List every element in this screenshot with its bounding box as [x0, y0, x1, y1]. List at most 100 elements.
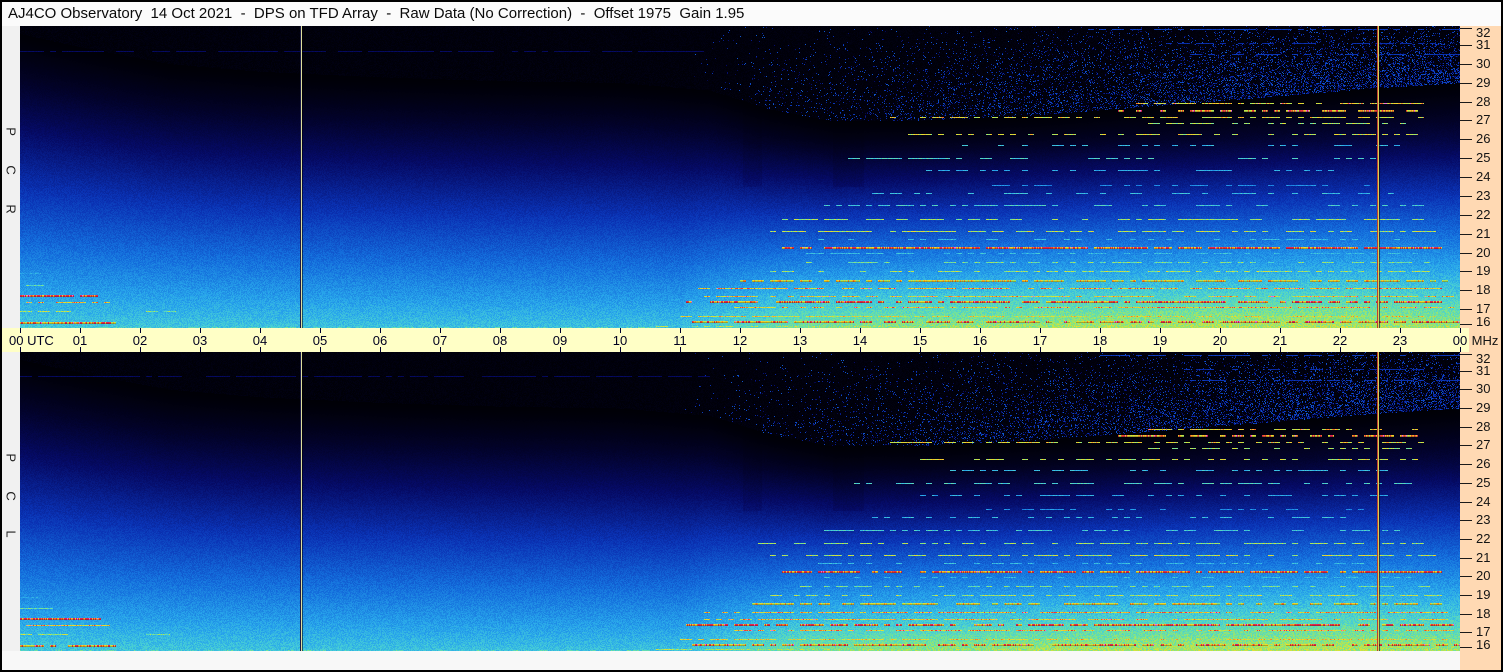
time-tick [20, 347, 21, 352]
time-tick [20, 328, 21, 333]
freq-label: 28 [1476, 93, 1491, 109]
freq-tick [1460, 647, 1472, 648]
time-label: 07 [432, 333, 448, 348]
time-axis: 00 UTC 01 02 03 04 05 06 07 08 09 10 11 12 13 14 15 16 17… [2, 328, 1469, 352]
freq-label: 30 [1476, 381, 1491, 397]
freq-tick [1460, 177, 1472, 178]
lcp-panel: P C L 32 31 30 29 28 27 26 25 24 23 22 21 20 19 18 17 16 [2, 351, 1501, 652]
time-tick [1220, 347, 1221, 352]
time-tick [620, 347, 621, 352]
rcp-polarization-label: P C R [3, 127, 19, 227]
time-tick [1040, 347, 1041, 352]
time-tick [560, 328, 561, 333]
time-label: 23 [1392, 333, 1408, 348]
time-label: 15 [912, 333, 928, 348]
bottom-margin-right [1460, 651, 1501, 670]
freq-label: 25 [1476, 150, 1491, 166]
time-label: 00 UTC [9, 333, 54, 348]
time-tick [1160, 347, 1161, 352]
time-tick [1100, 328, 1101, 333]
time-tick [1220, 328, 1221, 333]
lcp-gutter: P C L [2, 352, 20, 651]
freq-label: 28 [1476, 418, 1491, 434]
time-label: 22 [1332, 333, 1348, 348]
time-tick [1340, 347, 1341, 352]
freq-tick [1460, 594, 1472, 596]
time-tick [860, 328, 861, 333]
time-label: 13 [792, 333, 808, 348]
time-tick [1160, 328, 1161, 333]
time-tick [140, 347, 141, 352]
freq-tick [1460, 309, 1472, 311]
freq-label: 29 [1476, 400, 1491, 416]
time-label: 11 [673, 333, 687, 348]
time-label: 12 [732, 333, 748, 348]
time-tick [1400, 328, 1401, 333]
freq-tick [1460, 290, 1472, 292]
time-tick [260, 328, 261, 333]
freq-tick [1460, 120, 1472, 122]
time-label: 05 [312, 333, 328, 348]
time-label: 00 [1452, 333, 1468, 348]
time-tick [800, 347, 801, 352]
bottom-margin [2, 651, 1460, 670]
time-tick [380, 328, 381, 333]
time-tick [500, 328, 501, 333]
freq-tick [1460, 445, 1472, 447]
time-tick [920, 328, 921, 333]
freq-label: 16 [1476, 314, 1491, 329]
time-tick [920, 347, 921, 352]
time-tick [1280, 328, 1281, 333]
rcp-frequency-axis: 32 31 30 29 28 27 26 25 24 23 22 21 20 19 18 17 16 [1460, 25, 1501, 329]
freq-tick [1460, 101, 1472, 103]
lcp-polarization-label: P C L [3, 452, 19, 551]
time-label: 17 [1032, 333, 1048, 348]
time-label: 16 [972, 333, 988, 348]
freq-label: 17 [1476, 301, 1491, 317]
freq-label: 26 [1476, 131, 1491, 147]
freq-tick [1460, 613, 1472, 615]
time-label: 14 [852, 333, 868, 348]
time-tick [80, 347, 81, 352]
freq-label: 21 [1476, 225, 1491, 241]
page-title: AJ4CO Observatory 14 Oct 2021 - DPS on T… [8, 5, 745, 22]
time-label: 08 [492, 333, 508, 348]
time-tick [1280, 347, 1281, 352]
freq-tick [1460, 557, 1472, 559]
time-label: 18 [1092, 333, 1108, 348]
time-label: 09 [552, 333, 568, 348]
freq-label: 23 [1476, 187, 1491, 203]
freq-tick [1460, 82, 1472, 84]
time-tick [440, 328, 441, 333]
lcp-frequency-axis: 32 31 30 29 28 27 26 25 24 23 22 21 20 19 18 17 16 [1460, 351, 1501, 652]
time-tick [320, 328, 321, 333]
freq-label: 22 [1476, 530, 1491, 546]
time-tick [980, 347, 981, 352]
time-tick [380, 347, 381, 352]
freq-tick [1460, 426, 1472, 428]
freq-tick [1460, 370, 1472, 372]
freq-label: 31 [1476, 36, 1491, 52]
freq-label: 18 [1476, 282, 1491, 298]
rcp-gutter: P C R [2, 26, 20, 328]
freq-tick [1460, 271, 1472, 273]
freq-tick [1460, 632, 1472, 634]
freq-tick [1460, 63, 1472, 65]
freq-tick [1460, 195, 1472, 197]
freq-label: 32 [1476, 25, 1491, 40]
freq-tick [1460, 158, 1472, 160]
freq-tick [1460, 252, 1472, 254]
freq-tick [1460, 139, 1472, 141]
rcp-spectrogram-image [20, 26, 1460, 328]
time-tick [260, 347, 261, 352]
time-label: 19 [1152, 333, 1168, 348]
time-tick [740, 328, 741, 333]
time-tick [140, 328, 141, 333]
freq-label: 24 [1476, 493, 1491, 509]
freq-label: 22 [1476, 206, 1491, 222]
freq-label: 26 [1476, 456, 1491, 472]
rcp-panel: P C R 32 31 30 29 28 27 26 25 24 23 22 21 20 19 18 17 16 [2, 25, 1501, 329]
time-tick [1400, 347, 1401, 352]
time-tick [560, 347, 561, 352]
time-tick [1460, 328, 1461, 333]
